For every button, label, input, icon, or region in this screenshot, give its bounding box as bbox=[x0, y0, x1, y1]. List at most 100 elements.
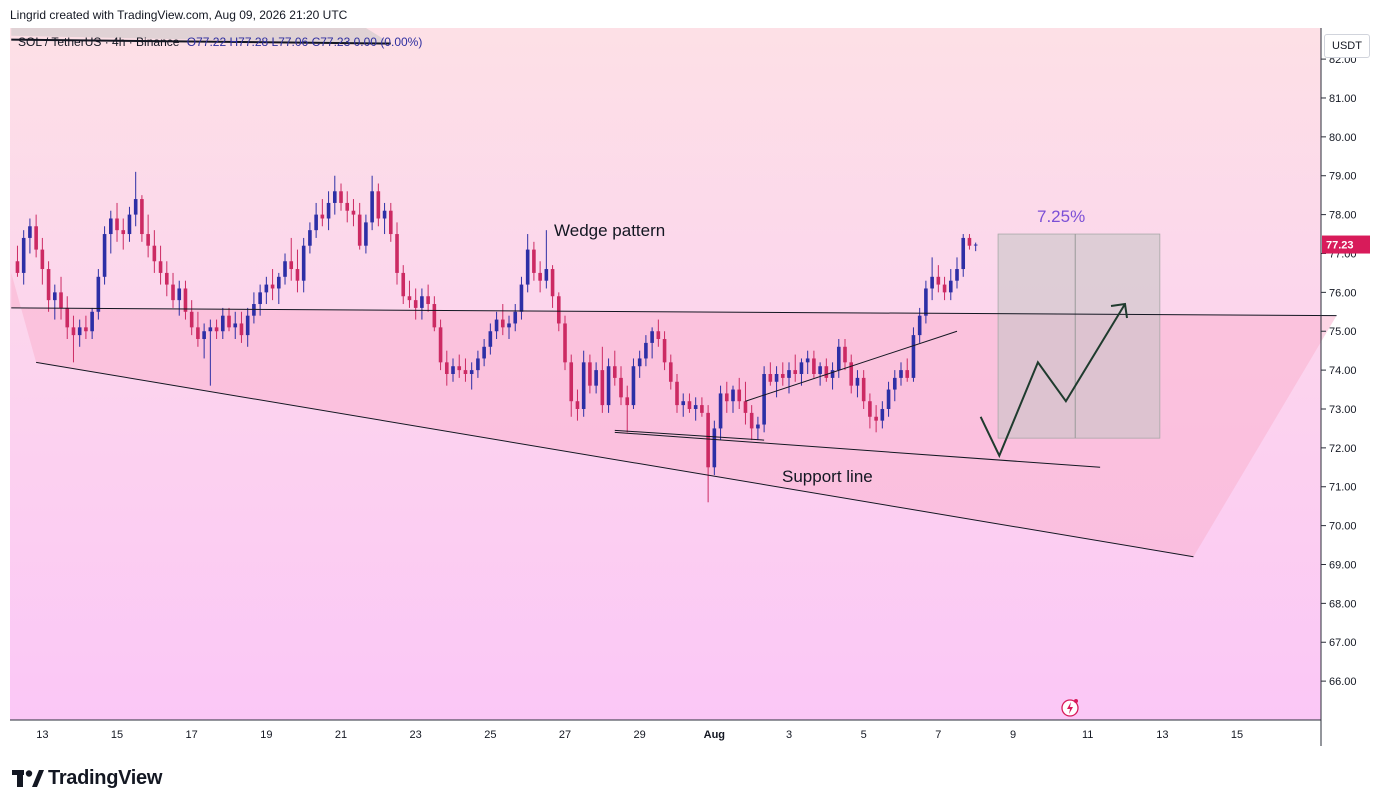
candle bbox=[581, 362, 586, 409]
candle bbox=[500, 319, 505, 328]
candle bbox=[332, 191, 337, 203]
time-tick-label: 19 bbox=[260, 729, 272, 741]
candle bbox=[227, 315, 231, 328]
candle bbox=[21, 237, 26, 273]
candle bbox=[519, 284, 524, 312]
candle bbox=[158, 261, 163, 273]
candle bbox=[432, 304, 437, 328]
candle bbox=[892, 377, 897, 390]
candle bbox=[967, 237, 972, 246]
candle bbox=[818, 366, 822, 374]
time-tick-label: 25 bbox=[484, 729, 496, 741]
candle bbox=[152, 245, 157, 262]
candle bbox=[575, 401, 580, 409]
candle bbox=[756, 424, 760, 429]
candle bbox=[252, 304, 256, 316]
candle bbox=[476, 358, 480, 371]
sparkle-icon[interactable] bbox=[1060, 697, 1080, 717]
price-tick-label: 66.00 bbox=[1329, 676, 1357, 688]
time-tick-label: 7 bbox=[935, 729, 941, 741]
time-axis[interactable]: 13 15 17 19 21 23 25 27 29 Aug 3 5 7 9 11 13 15 bbox=[36, 729, 1243, 741]
candle bbox=[308, 230, 312, 246]
candle bbox=[880, 408, 885, 421]
price-tick-label: 72.00 bbox=[1329, 443, 1357, 455]
candle bbox=[364, 222, 368, 246]
price-tick-label: 71.00 bbox=[1329, 482, 1357, 494]
time-tick-label: 15 bbox=[111, 729, 123, 741]
candle bbox=[233, 323, 238, 328]
candle bbox=[295, 269, 300, 281]
candle bbox=[183, 288, 188, 312]
candle bbox=[724, 393, 729, 402]
candle bbox=[731, 389, 735, 402]
currency-button[interactable]: USDT bbox=[1324, 34, 1370, 58]
candle bbox=[532, 249, 536, 273]
time-tick-label: Aug bbox=[704, 729, 725, 741]
candle bbox=[594, 370, 598, 386]
price-tick-label: 75.00 bbox=[1329, 326, 1357, 338]
candle bbox=[301, 245, 306, 281]
tradingview-wordmark: TradingView bbox=[48, 767, 163, 789]
wedge-pattern-label: Wedge pattern bbox=[554, 221, 665, 240]
candle bbox=[793, 370, 798, 374]
last-price-label: 77.23 bbox=[1326, 240, 1354, 252]
symbol-name[interactable]: SOL / TetherUS · 4h · Binance bbox=[18, 35, 180, 49]
time-tick-label: 5 bbox=[861, 729, 867, 741]
candle bbox=[768, 374, 773, 382]
candle bbox=[146, 234, 150, 246]
top-bar: Lingrid created with TradingView.com, Au… bbox=[0, 0, 1385, 28]
candle bbox=[737, 389, 742, 402]
ohlc-values: O77.22 H77.28 L77.06 C77.23 0.00 (0.00%) bbox=[187, 35, 423, 49]
percent-change-label: 7.25% bbox=[1037, 207, 1085, 226]
candle bbox=[283, 261, 287, 277]
candle bbox=[525, 249, 530, 285]
candle bbox=[270, 284, 275, 289]
projection-box bbox=[997, 233, 1161, 439]
candle bbox=[40, 249, 45, 270]
candle bbox=[351, 210, 356, 215]
candle bbox=[494, 319, 499, 332]
candle bbox=[930, 276, 934, 289]
inner-wedge-upper bbox=[745, 330, 958, 402]
tradingview-logo[interactable]: TradingView bbox=[12, 767, 162, 790]
candle bbox=[339, 191, 343, 203]
price-axis[interactable]: 82.0081.0080.0079.0078.0077.0076.0075.00… bbox=[1321, 54, 1370, 688]
candle bbox=[824, 366, 829, 378]
candle bbox=[774, 374, 779, 382]
candle bbox=[420, 296, 424, 308]
candle bbox=[662, 339, 667, 363]
candle bbox=[849, 362, 854, 386]
candle bbox=[413, 300, 418, 308]
candle bbox=[675, 381, 679, 406]
candle bbox=[644, 342, 648, 359]
candle bbox=[395, 234, 399, 273]
candle bbox=[407, 296, 412, 301]
price-tick-label: 73.00 bbox=[1329, 404, 1357, 416]
candle bbox=[556, 296, 561, 324]
candle bbox=[469, 370, 474, 374]
candle bbox=[780, 374, 785, 378]
candle bbox=[606, 366, 611, 406]
inner-wedge-lower bbox=[614, 429, 765, 441]
candle bbox=[171, 284, 175, 301]
candle bbox=[668, 362, 673, 382]
price-tick-label: 74.00 bbox=[1329, 365, 1357, 377]
candle bbox=[787, 370, 791, 378]
candle bbox=[444, 362, 449, 374]
candle bbox=[245, 315, 250, 336]
price-tick-label: 81.00 bbox=[1329, 93, 1357, 105]
candle bbox=[743, 401, 748, 413]
chart-area[interactable]: Wedge pattern Support line 7.25% 82.00 81… bbox=[10, 28, 1375, 748]
support-line-label: Support line bbox=[782, 467, 873, 486]
candle bbox=[563, 323, 567, 363]
candle bbox=[121, 230, 126, 235]
candle bbox=[482, 346, 486, 359]
candle bbox=[868, 401, 872, 417]
candle bbox=[463, 370, 468, 374]
candle bbox=[376, 191, 381, 219]
price-chart[interactable]: Wedge pattern Support line 7.25% 82.00 81… bbox=[10, 28, 1375, 748]
price-tick-label: 79.00 bbox=[1329, 171, 1357, 183]
time-tick-label: 11 bbox=[1082, 729, 1093, 741]
candle bbox=[488, 331, 493, 347]
top-left-shape bbox=[11, 28, 391, 44]
